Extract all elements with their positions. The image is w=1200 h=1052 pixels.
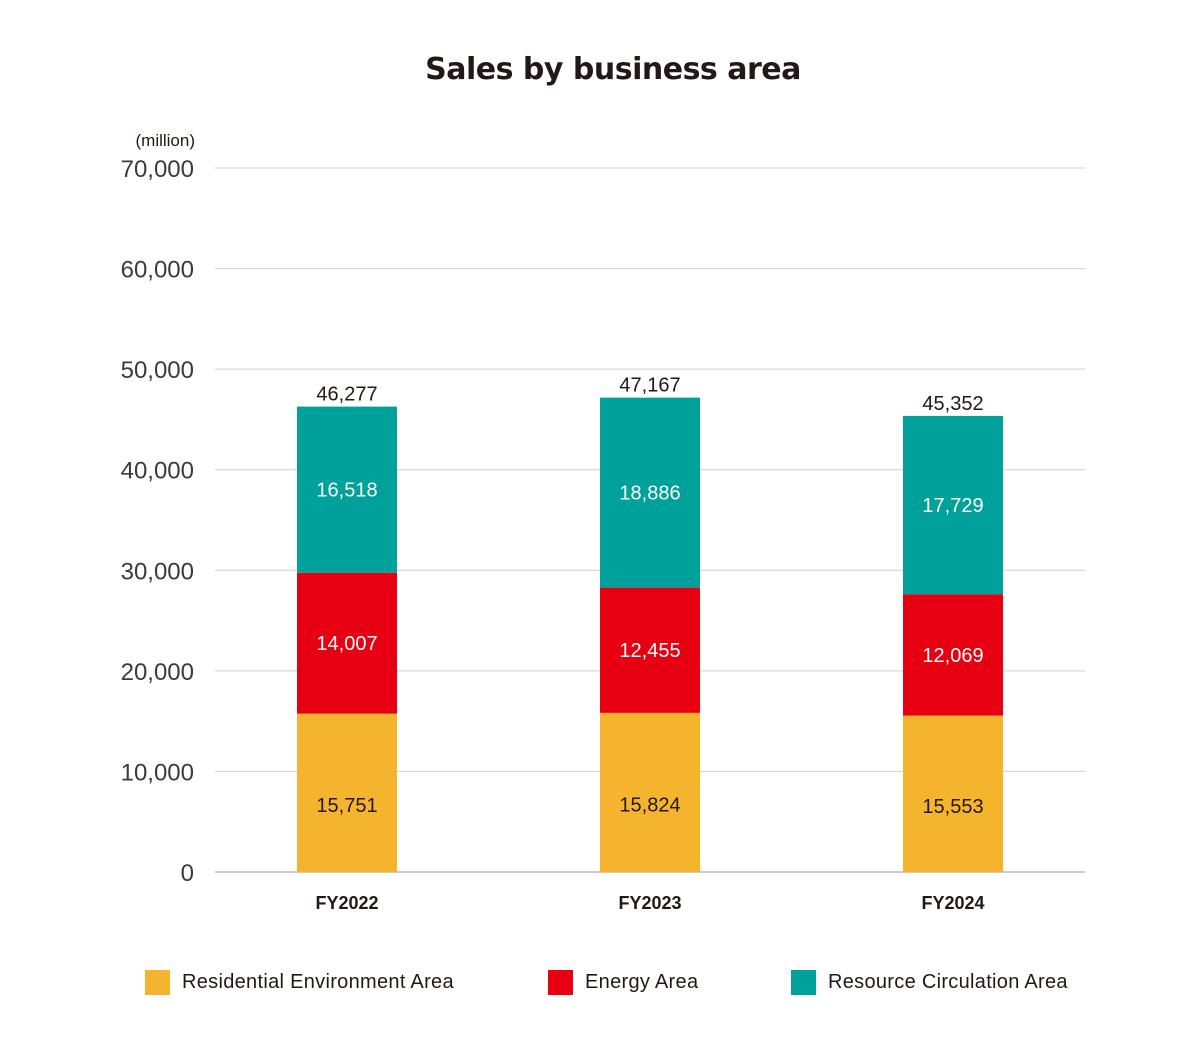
bar-total-label: 47,167 xyxy=(619,375,680,397)
y-tick-label: 50,000 xyxy=(121,357,194,384)
legend-label-resource-circulation: Resource Circulation Area xyxy=(828,970,1068,993)
bar-value-label: 18,886 xyxy=(619,483,680,505)
bar-segment xyxy=(903,415,1003,595)
legend-label-energy: Energy Area xyxy=(585,970,699,993)
bar-segment xyxy=(297,713,397,872)
legend-item-resource-circulation: Resource Circulation Area xyxy=(791,968,1068,996)
x-tick-label: FY2022 xyxy=(315,893,378,913)
bar-segment xyxy=(600,397,700,588)
bar-value-label: 15,553 xyxy=(922,796,983,818)
bar-value-label: 16,518 xyxy=(316,480,377,502)
bar-value-label: 15,824 xyxy=(619,794,680,816)
legend-item-energy: Energy Area xyxy=(548,968,698,996)
y-tick-label: 70,000 xyxy=(121,156,194,183)
bar-value-label: 14,007 xyxy=(316,633,377,655)
legend-swatch-energy xyxy=(548,969,573,995)
y-tick-label: 60,000 xyxy=(121,257,194,284)
bar-value-label: 17,729 xyxy=(922,495,983,517)
legend-swatch-resource-circulation xyxy=(791,969,816,995)
bar-segment xyxy=(600,712,700,872)
legend-swatch-residential-environment xyxy=(145,969,170,995)
bar-value-label: 15,751 xyxy=(316,795,377,817)
y-tick-label: 30,000 xyxy=(121,558,194,585)
bars xyxy=(297,397,1003,872)
bar-value-label: 12,455 xyxy=(619,640,680,662)
y-axis-ticks: 0 10,000 20,000 30,000 40,000 50,000 60,000 70,… xyxy=(121,156,194,887)
legend-label-residential-environment: Residential Environment Area xyxy=(182,970,454,993)
bar-segment xyxy=(903,594,1003,716)
bar-segment xyxy=(903,715,1003,872)
bar-segment xyxy=(297,406,397,573)
bar-segment xyxy=(297,572,397,714)
x-tick-label: FY2023 xyxy=(618,893,681,913)
legend: Residential Environment Area Energy Area… xyxy=(0,968,1200,998)
data-labels: 15,751 14,007 16,518 46,277 15,824 12,455 18,8… xyxy=(316,375,983,818)
x-axis-ticks: FY2022 FY2023 FY2024 xyxy=(315,893,984,913)
y-tick-label: 10,000 xyxy=(121,759,194,786)
bar-total-label: 46,277 xyxy=(316,384,377,406)
y-tick-label: 20,000 xyxy=(121,659,194,686)
legend-item-residential-environment: Residential Environment Area xyxy=(145,968,454,996)
bar-segment xyxy=(600,587,700,713)
y-axis-unit-label: (million) xyxy=(136,131,196,150)
y-tick-label: 0 xyxy=(181,860,194,887)
chart-title: Sales by business area xyxy=(425,52,801,87)
y-tick-label: 40,000 xyxy=(121,458,194,485)
bar-total-label: 45,352 xyxy=(922,393,983,415)
bar-value-label: 12,069 xyxy=(922,645,983,667)
x-tick-label: FY2024 xyxy=(921,893,984,913)
